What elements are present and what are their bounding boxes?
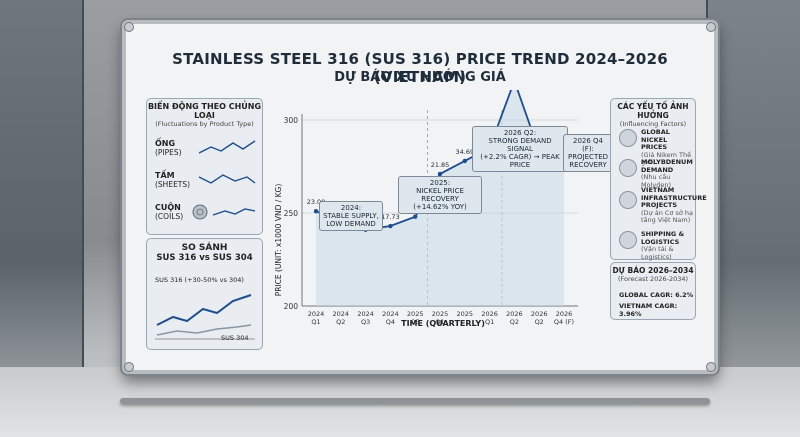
x-tick-label: 2024 bbox=[382, 310, 399, 318]
background-window-right bbox=[706, 0, 800, 437]
callout-2025: 2025: NICKEL PRICE RECOVERY (+14.62% YOY) bbox=[398, 176, 482, 214]
data-point bbox=[313, 208, 319, 214]
coils-label: CUỘN (COILS) bbox=[155, 203, 184, 221]
truck-icon bbox=[619, 231, 637, 249]
data-label: 23.00 bbox=[307, 198, 326, 206]
chart-subtitle: DỰ BÁO XU HƯỚNG GIÁ bbox=[334, 70, 506, 85]
forecast-panel: DỰ BÁO 2026–2034 (Forecast 2026-2034) GL… bbox=[610, 262, 696, 320]
y-axis-label: PRICE (UNIT: x1000 VND / KG) bbox=[274, 184, 283, 297]
x-tick-label: 2026 bbox=[531, 310, 548, 318]
sheets-label: TẤM (SHEETS) bbox=[155, 171, 191, 189]
compare-title-2: SUS 316 vs SUS 304 bbox=[156, 253, 253, 263]
infographic-board: STAINLESS STEEL 316 (SUS 316) PRICE TREN… bbox=[122, 20, 718, 374]
x-tick-label: Q1 bbox=[435, 318, 444, 326]
data-point bbox=[388, 223, 393, 229]
factors-title: CÁC YẾU TỐ ẢNH HƯỞNG bbox=[617, 102, 689, 120]
chart-title: STAINLESS STEEL 316 (SUS 316) PRICE TREN… bbox=[172, 50, 668, 86]
x-tick-label: 2024 bbox=[357, 310, 374, 318]
forecast-title: DỰ BÁO 2026–2034 bbox=[612, 266, 694, 275]
sus304-line bbox=[156, 324, 252, 336]
building-icon bbox=[619, 191, 637, 209]
data-label: 17.73 bbox=[381, 213, 400, 221]
x-tick-label: Q1 bbox=[311, 318, 320, 326]
compare-title: SO SÁNH bbox=[181, 243, 228, 253]
vietnam-cagr: VIETNAM CAGR: 3.96% bbox=[619, 302, 678, 318]
floor-rail bbox=[120, 398, 710, 404]
x-tick-label: Q5 bbox=[411, 318, 420, 326]
bolt-icon bbox=[124, 22, 134, 32]
x-tick-label: 2024 bbox=[308, 310, 325, 318]
x-tick-label: 2025 bbox=[432, 310, 449, 318]
coil-icon bbox=[192, 204, 208, 220]
x-tick-label: Q3 bbox=[361, 318, 370, 326]
coils-sparkline bbox=[192, 204, 256, 220]
y-tick-label: 200 bbox=[284, 302, 299, 311]
x-tick-label: 2026 bbox=[506, 310, 523, 318]
y-tick-label: 300 bbox=[284, 116, 299, 125]
x-tick-label: 2025 bbox=[457, 310, 474, 318]
factor-molybdenum: MOLYBDENUM DEMAND (Nhu cầu Molyden) bbox=[641, 158, 693, 189]
x-tick-label: Q4 (F) bbox=[554, 318, 574, 326]
x-tick-label: 2026 bbox=[556, 310, 573, 318]
x-tick-label: Q2 bbox=[510, 318, 519, 326]
factors-subtitle: (Influencing Factors) bbox=[619, 120, 687, 128]
sheets-sparkline bbox=[198, 174, 256, 184]
compare-chart bbox=[155, 294, 255, 340]
bolt-icon bbox=[706, 362, 716, 372]
y-tick-label: 250 bbox=[284, 209, 299, 218]
background-window-left bbox=[0, 0, 84, 437]
x-tick-label: Q2 bbox=[336, 318, 345, 326]
globe-icon bbox=[619, 129, 637, 147]
pipes-label: ỐNG (PIPES) bbox=[155, 139, 182, 157]
pipes-sparkline bbox=[198, 140, 256, 154]
forecast-subtitle: (Forecast 2026-2034) bbox=[617, 275, 689, 283]
x-tick-label: Q4 bbox=[386, 318, 395, 326]
global-cagr: GLOBAL CAGR: 6.2% bbox=[619, 291, 694, 299]
bolt-icon bbox=[124, 362, 134, 372]
data-point bbox=[413, 214, 418, 219]
x-tick-label: Q2 bbox=[535, 318, 544, 326]
sus316-line bbox=[156, 294, 252, 326]
x-tick-label: 2024 bbox=[333, 310, 350, 318]
factor-nickel: GLOBAL NICKEL PRICES (Giá Nikem Thế giới) bbox=[641, 128, 692, 166]
data-label: 34.69 bbox=[455, 148, 474, 156]
x-tick-label: Q1 bbox=[485, 318, 494, 326]
factor-shipping: SHIPPING & LOGISTICS (Vận tải & Logistics… bbox=[641, 230, 685, 261]
product-type-title: BIẾN ĐỘNG THEO CHỦNG LOẠI bbox=[147, 102, 262, 120]
factor-infrastructure: VIETNAM INFRASTRUCTURE PROJECTS (Dự án Cơ… bbox=[641, 186, 707, 224]
sus304-label: SUS 304 bbox=[221, 334, 249, 342]
data-label: 21.85 bbox=[431, 161, 450, 169]
bolt-icon bbox=[706, 22, 716, 32]
x-axis-label: TIME (QUARTERLY) bbox=[401, 319, 485, 328]
data-point bbox=[437, 171, 443, 177]
factors-panel: CÁC YẾU TỐ ẢNH HƯỞNG (Influencing Factor… bbox=[610, 98, 707, 261]
sus316-label: SUS 316 (+30-50% vs 304) bbox=[155, 276, 244, 284]
callout-2026-q2: 2026 Q2: STRONG DEMAND SIGNAL (+2.2% CAGR)… bbox=[472, 126, 568, 172]
x-tick-label: 2026 bbox=[481, 310, 498, 318]
callout-2024: 2024: STABLE SUPPLY, LOW DEMAND bbox=[319, 201, 383, 231]
molecule-icon bbox=[619, 159, 637, 177]
data-point bbox=[462, 158, 467, 164]
x-tick-label: 2025 bbox=[407, 310, 424, 318]
product-type-subtitle: (Fluctuations by Product Type) bbox=[155, 120, 254, 128]
product-type-panel: BIẾN ĐỘNG THEO CHỦNG LOẠI (Fluctuations … bbox=[146, 98, 263, 235]
callout-2026-q4: 2026 Q4 (F): PROJECTED RECOVERY bbox=[563, 134, 613, 172]
compare-panel: SO SÁNH SUS 316 vs SUS 304 SUS 316 (+30-… bbox=[146, 238, 263, 350]
